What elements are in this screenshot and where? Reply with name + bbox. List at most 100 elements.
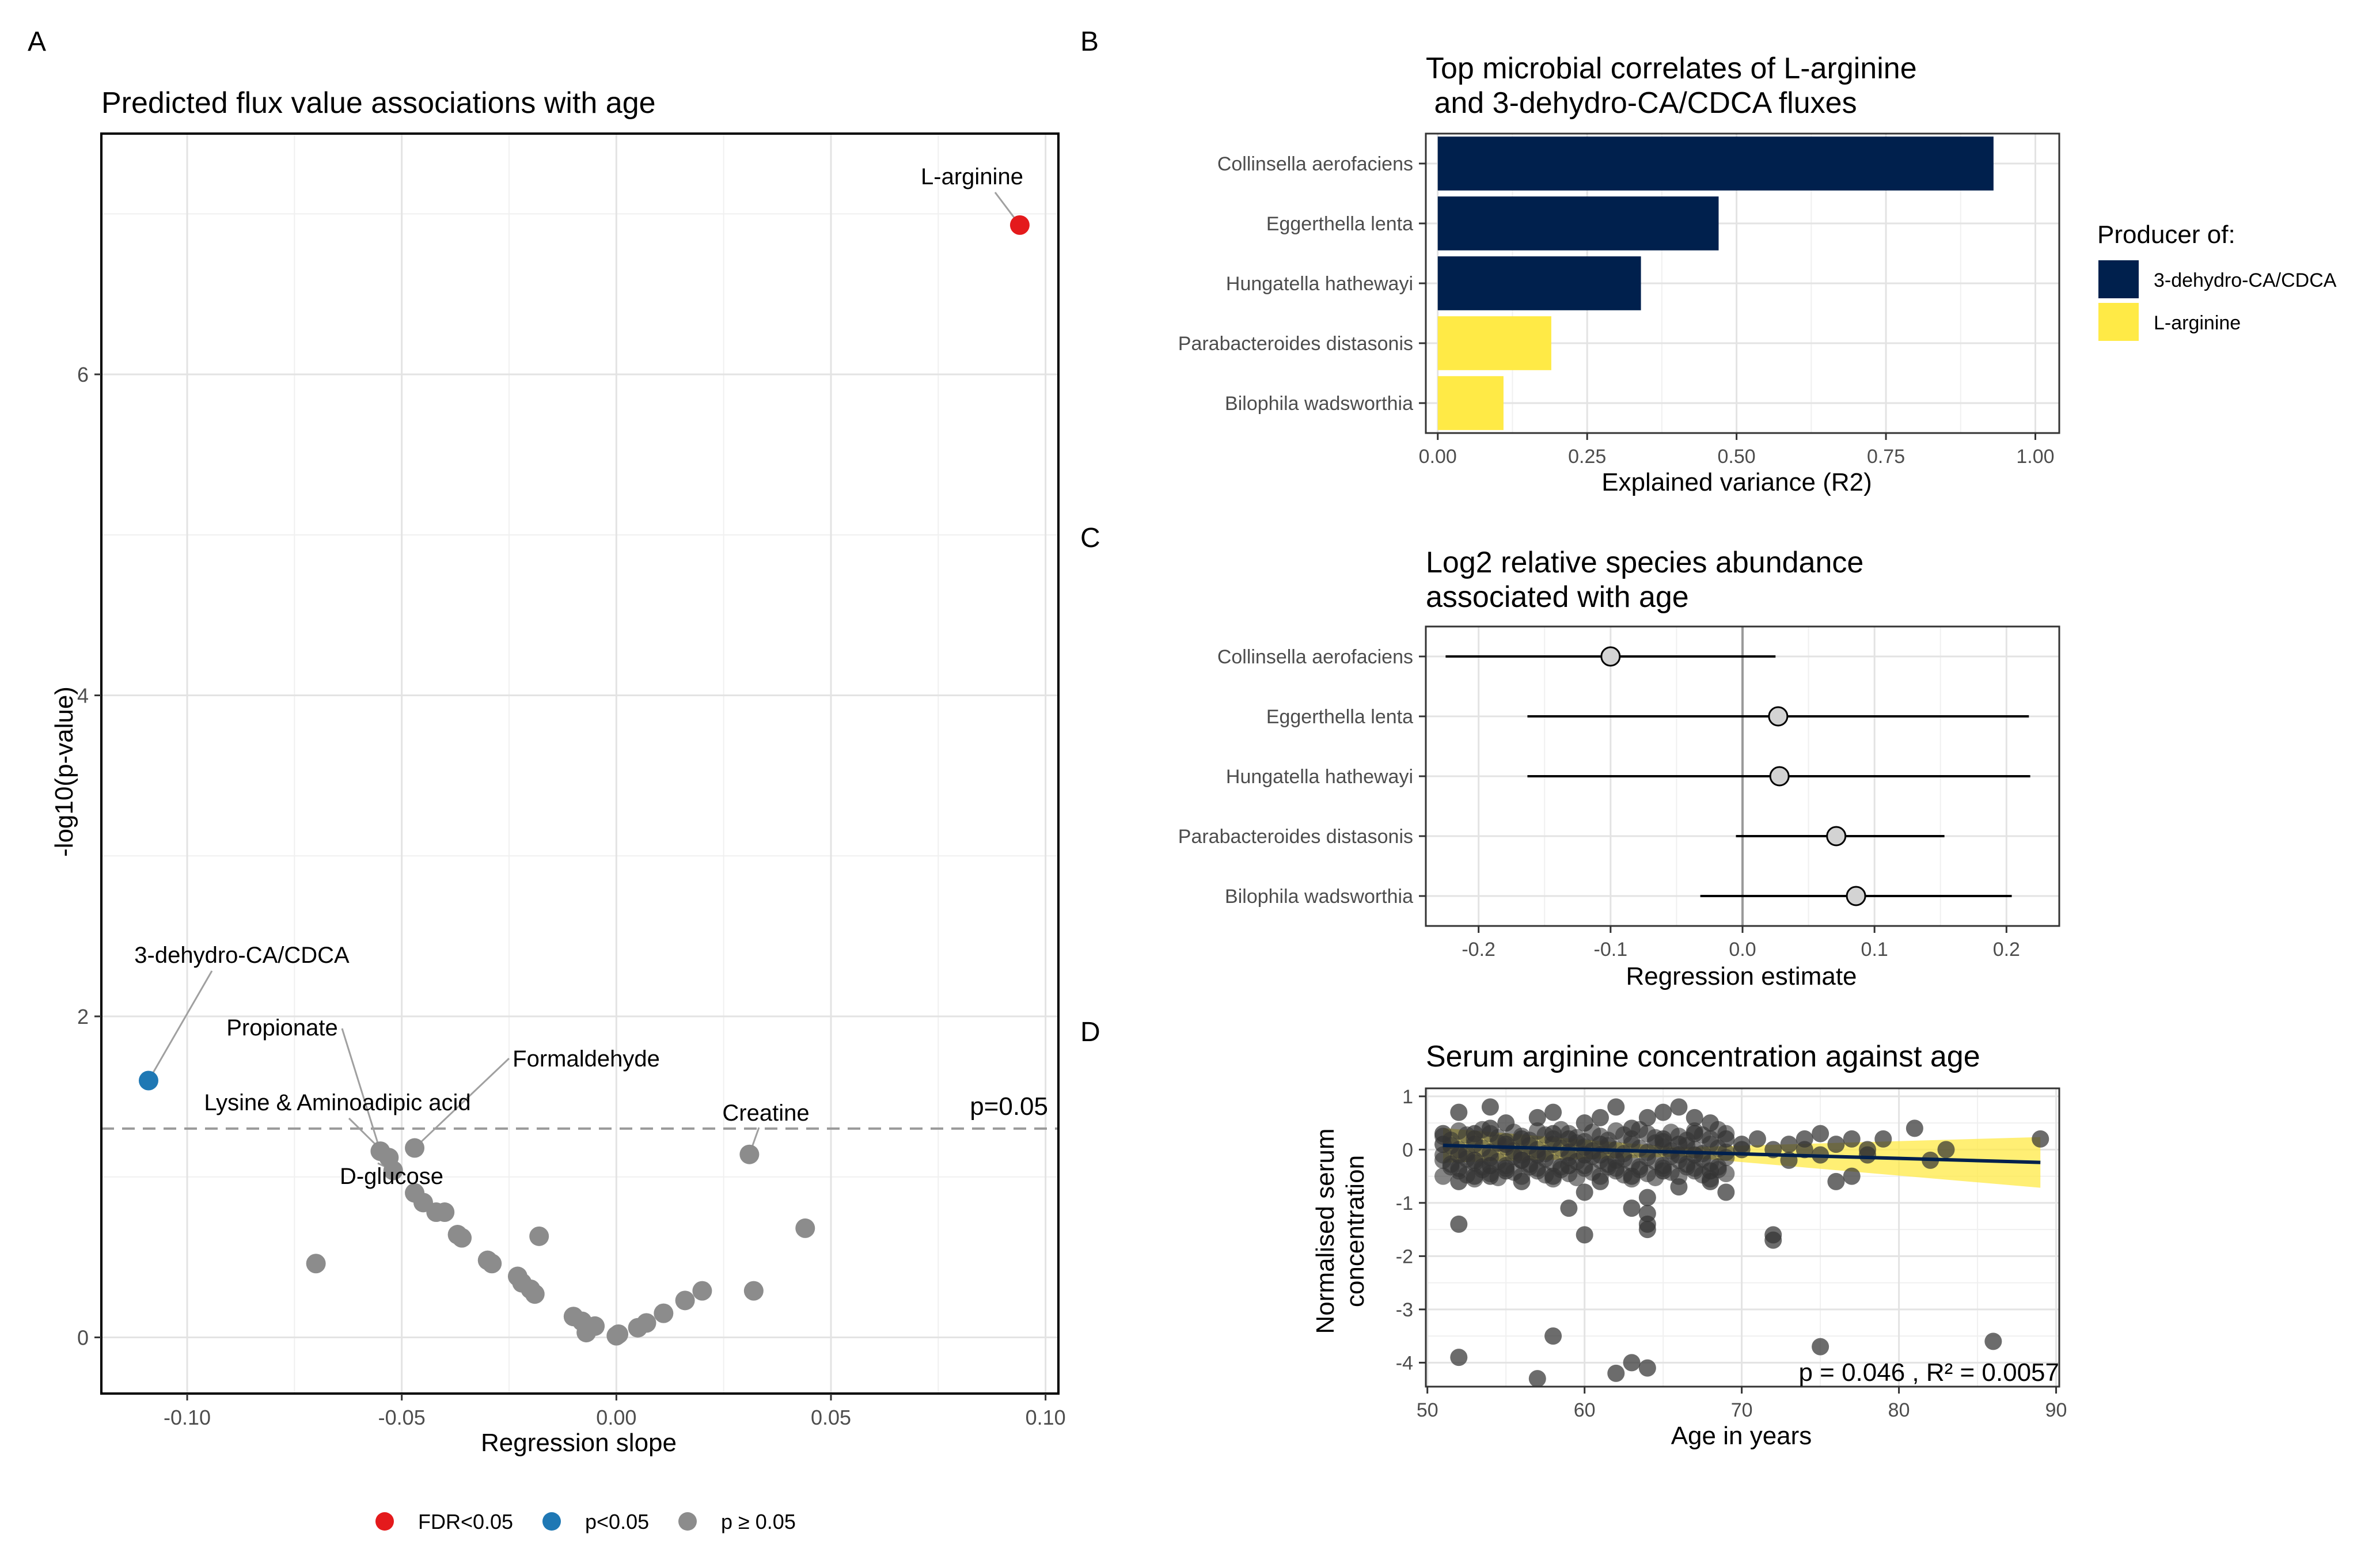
- legend-title: Producer of:: [2097, 221, 2235, 249]
- x-tick-label: 0.25: [1568, 446, 1606, 468]
- data-point: [1607, 1098, 1625, 1116]
- data-point: [1780, 1136, 1798, 1153]
- data-point-flux-15: [482, 1254, 502, 1274]
- point-label: D-glucose: [340, 1164, 443, 1189]
- panel-c-title-line1: Log2 relative species abundance: [1426, 546, 1863, 579]
- panel-label-b: B: [1080, 26, 1099, 57]
- x-tick-label: 0.1: [1861, 939, 1888, 961]
- y-tick-label: 0: [77, 1326, 89, 1349]
- panel-label-d: D: [1080, 1017, 1100, 1047]
- data-point: [1638, 1359, 1656, 1377]
- legend-label: L-arginine: [2154, 312, 2241, 334]
- panel-d-grid: [1426, 1088, 2059, 1387]
- data-point: [1717, 1183, 1735, 1201]
- panel-d-y-axis-label-line2: concentration: [1341, 1155, 1369, 1307]
- leader-line: [414, 1057, 510, 1149]
- data-point: [1686, 1109, 1703, 1126]
- panel-a-y-ticks: 0 2 4 6: [77, 363, 101, 1349]
- legend-swatch: [375, 1512, 394, 1531]
- x-tick-label: 1.00: [2016, 446, 2054, 468]
- category-label: Parabacteroides distasonis: [1178, 333, 1413, 355]
- x-tick-label: -0.10: [164, 1406, 211, 1429]
- data-point: [1717, 1165, 1735, 1182]
- data-point: [1576, 1183, 1593, 1201]
- panel-b-title-line2: and 3-dehydro-CA/CDCA fluxes: [1426, 86, 1857, 120]
- panel-b-bars: [1437, 136, 1994, 430]
- panel-a-points: [138, 215, 1030, 1346]
- panel-d-y-axis-label-line1: Normalised serum: [1311, 1129, 1339, 1334]
- data-point: [1528, 1109, 1546, 1126]
- x-tick-label: 0.2: [1993, 939, 2020, 961]
- data-point: [1874, 1130, 1892, 1148]
- data-point: [1607, 1364, 1625, 1382]
- point-label: Lysine & Aminoadipic acid: [204, 1090, 470, 1115]
- data-point: [1450, 1215, 1468, 1233]
- data-point-flux-7: [306, 1254, 326, 1274]
- category-label: Eggerthella lenta: [1266, 213, 1413, 235]
- panel-c-estimates: [1445, 646, 2030, 906]
- category-label: Hungatella hathewayi: [1226, 766, 1413, 788]
- data-point: [1638, 1205, 1656, 1223]
- panel-c-category-labels: Collinsella aerofaciens Eggerthella lenta…: [1178, 646, 1426, 908]
- data-point-flux-33: [795, 1218, 815, 1238]
- legend-swatch: [2098, 303, 2139, 341]
- data-point-flux-26: [609, 1324, 629, 1344]
- data-point-l-arginine: [1009, 215, 1030, 235]
- data-point-flux-29: [654, 1303, 674, 1323]
- data-point: [1748, 1130, 1766, 1148]
- point-label: L-arginine: [921, 164, 1023, 189]
- data-point: [1576, 1226, 1593, 1244]
- data-point: [1544, 1327, 1562, 1345]
- data-point: [1812, 1338, 1829, 1356]
- data-point: [1717, 1125, 1735, 1142]
- y-tick-label: 4: [77, 684, 89, 708]
- panel-label-a: A: [28, 26, 46, 57]
- data-point: [1670, 1098, 1688, 1116]
- data-point: [1984, 1333, 2002, 1350]
- legend-label: p ≥ 0.05: [721, 1510, 796, 1533]
- x-tick-label: 0.50: [1718, 446, 1756, 468]
- data-point: [1623, 1354, 1641, 1372]
- legend-swatch: [678, 1512, 697, 1531]
- bar-parabacteroides-distasonis: [1437, 316, 1551, 370]
- category-label: Collinsella aerofaciens: [1217, 153, 1413, 175]
- data-point: [1827, 1136, 1845, 1153]
- data-point-creatine: [739, 1144, 760, 1164]
- estimate-point: [1826, 826, 1847, 846]
- data-point: [1450, 1103, 1468, 1121]
- data-point: [1450, 1349, 1468, 1366]
- panel-a-x-ticks: -0.10 -0.05 0.00 0.05 0.10: [164, 1394, 1066, 1429]
- panel-label-c: C: [1080, 523, 1100, 553]
- bar-eggerthella-lenta: [1437, 196, 1719, 250]
- y-tick-label: 2: [77, 1005, 89, 1028]
- data-point-formaldehyde: [405, 1138, 425, 1158]
- data-point-d-glucose: [383, 1160, 403, 1180]
- data-point: [1812, 1125, 1829, 1142]
- data-point-flux-32: [743, 1281, 764, 1301]
- y-tick-label: -3: [1396, 1299, 1413, 1321]
- data-point: [1481, 1098, 1499, 1116]
- panel-a: Predicted flux value associations with a…: [50, 86, 1066, 1533]
- point-label: Propionate: [226, 1015, 337, 1041]
- category-label: Hungatella hathewayi: [1226, 273, 1413, 295]
- data-point-flux-13: [452, 1228, 472, 1248]
- panel-b-title-line1: Top microbial correlates of L-arginine: [1426, 52, 1917, 85]
- data-point-flux-11: [435, 1202, 455, 1223]
- x-tick-label: 0.05: [811, 1406, 851, 1429]
- bar-bilophila-wadsworthia: [1437, 376, 1504, 430]
- panel-a-y-axis-label: -log10(p-value): [50, 686, 78, 857]
- estimate-point: [1600, 646, 1621, 667]
- legend-label: p<0.05: [585, 1510, 649, 1533]
- estimate-point: [1768, 706, 1789, 727]
- panel-c-x-ticks: -0.2 -0.1 0.0 0.1 0.2: [1462, 926, 2020, 961]
- panel-d-annotation: p = 0.046 , R² = 0.0057: [1798, 1358, 2059, 1387]
- panel-c-title-line2: associated with age: [1426, 580, 1689, 614]
- x-tick-label: -0.1: [1594, 939, 1628, 961]
- data-point: [1528, 1370, 1546, 1388]
- legend-label: 3-dehydro-CA/CDCA: [2154, 269, 2337, 291]
- data-point: [1827, 1172, 1845, 1190]
- panel-c-x-axis-label: Regression estimate: [1626, 962, 1857, 990]
- leader-line: [341, 1028, 381, 1152]
- y-tick-label: 6: [77, 363, 89, 386]
